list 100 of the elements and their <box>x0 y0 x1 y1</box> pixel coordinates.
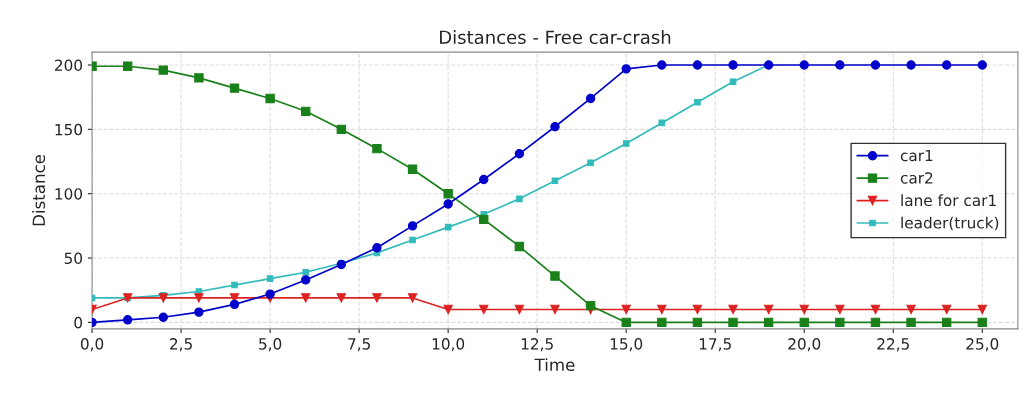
point <box>301 275 311 285</box>
point <box>336 293 347 303</box>
point <box>301 293 311 303</box>
point <box>657 60 667 70</box>
y-tick-label: 0 <box>74 316 83 329</box>
point <box>122 315 133 325</box>
point <box>621 317 631 328</box>
x-tick-label: 15,0 <box>610 338 643 352</box>
point <box>158 293 168 303</box>
point <box>585 93 596 104</box>
point <box>514 149 525 159</box>
point <box>479 214 489 225</box>
y-axis-title: Distance <box>32 154 46 226</box>
point <box>407 221 418 231</box>
point <box>550 304 560 315</box>
point <box>621 64 631 74</box>
point <box>657 304 667 315</box>
point <box>906 317 916 328</box>
y-tick-label: 200 <box>55 59 83 72</box>
point <box>550 271 560 281</box>
y-tick-label: 150 <box>55 123 83 136</box>
point <box>763 317 774 328</box>
point <box>158 65 168 75</box>
point <box>516 195 523 203</box>
point <box>372 143 382 154</box>
x-tick-label: 20,0 <box>788 338 821 352</box>
x-tick-label: 0,0 <box>80 338 104 352</box>
point <box>835 317 845 328</box>
x-tick-label: 17,5 <box>699 338 731 352</box>
point <box>372 243 382 253</box>
point <box>550 122 560 132</box>
point <box>728 60 738 70</box>
point <box>514 241 525 252</box>
point <box>622 140 630 147</box>
point <box>158 312 168 322</box>
point <box>302 268 310 276</box>
x-tick-label: 22,5 <box>877 338 909 352</box>
point <box>585 300 596 311</box>
point <box>372 293 382 303</box>
legend-label: car1 <box>900 149 933 162</box>
x-tick-label: 7,5 <box>348 338 370 352</box>
point <box>799 304 809 315</box>
point <box>799 60 809 70</box>
point <box>443 304 453 315</box>
point <box>301 106 311 117</box>
point <box>409 236 416 244</box>
point <box>977 317 987 328</box>
point <box>229 83 240 93</box>
point <box>870 304 881 315</box>
point <box>692 60 703 70</box>
x-tick-label: 5,0 <box>259 338 282 352</box>
legend-label: leader(truck) <box>901 216 999 231</box>
point <box>194 307 204 317</box>
point <box>265 289 275 299</box>
point <box>265 93 275 104</box>
point <box>657 317 667 328</box>
point <box>479 304 489 315</box>
x-tick-label: 12,5 <box>521 338 553 352</box>
point <box>870 317 881 328</box>
point <box>443 189 453 199</box>
chart-title: Distances - Free car-crash <box>440 30 671 45</box>
point <box>407 164 418 174</box>
point <box>266 275 274 282</box>
point <box>514 304 525 315</box>
legend-label: lane for car1 <box>901 194 996 207</box>
point <box>194 293 204 303</box>
legend-label: car2 <box>900 172 933 184</box>
point <box>799 317 809 328</box>
point <box>941 60 952 70</box>
point <box>621 304 631 315</box>
point <box>336 124 347 135</box>
point <box>729 78 737 86</box>
point <box>763 304 774 315</box>
point <box>122 61 133 71</box>
point <box>906 304 916 315</box>
point <box>977 60 987 70</box>
point <box>587 159 594 167</box>
point <box>941 304 952 315</box>
point <box>977 304 987 315</box>
point <box>692 317 703 328</box>
point <box>728 317 738 328</box>
point <box>941 317 952 328</box>
y-tick-label: 100 <box>55 188 83 200</box>
point <box>407 293 418 303</box>
x-tick-label: 2,5 <box>170 338 192 352</box>
point <box>692 304 703 315</box>
point <box>231 281 238 289</box>
point <box>835 60 845 70</box>
point <box>870 60 881 70</box>
point <box>229 299 240 310</box>
point <box>906 60 916 70</box>
x-tick-label: 10,0 <box>432 338 465 352</box>
point <box>694 99 701 106</box>
x-tick-label: 25,0 <box>966 338 999 352</box>
point <box>728 304 738 315</box>
point <box>443 199 453 209</box>
x-axis-title: Time <box>534 358 575 372</box>
point <box>194 73 204 83</box>
point <box>479 174 489 185</box>
y-tick-label: 50 <box>64 252 83 265</box>
